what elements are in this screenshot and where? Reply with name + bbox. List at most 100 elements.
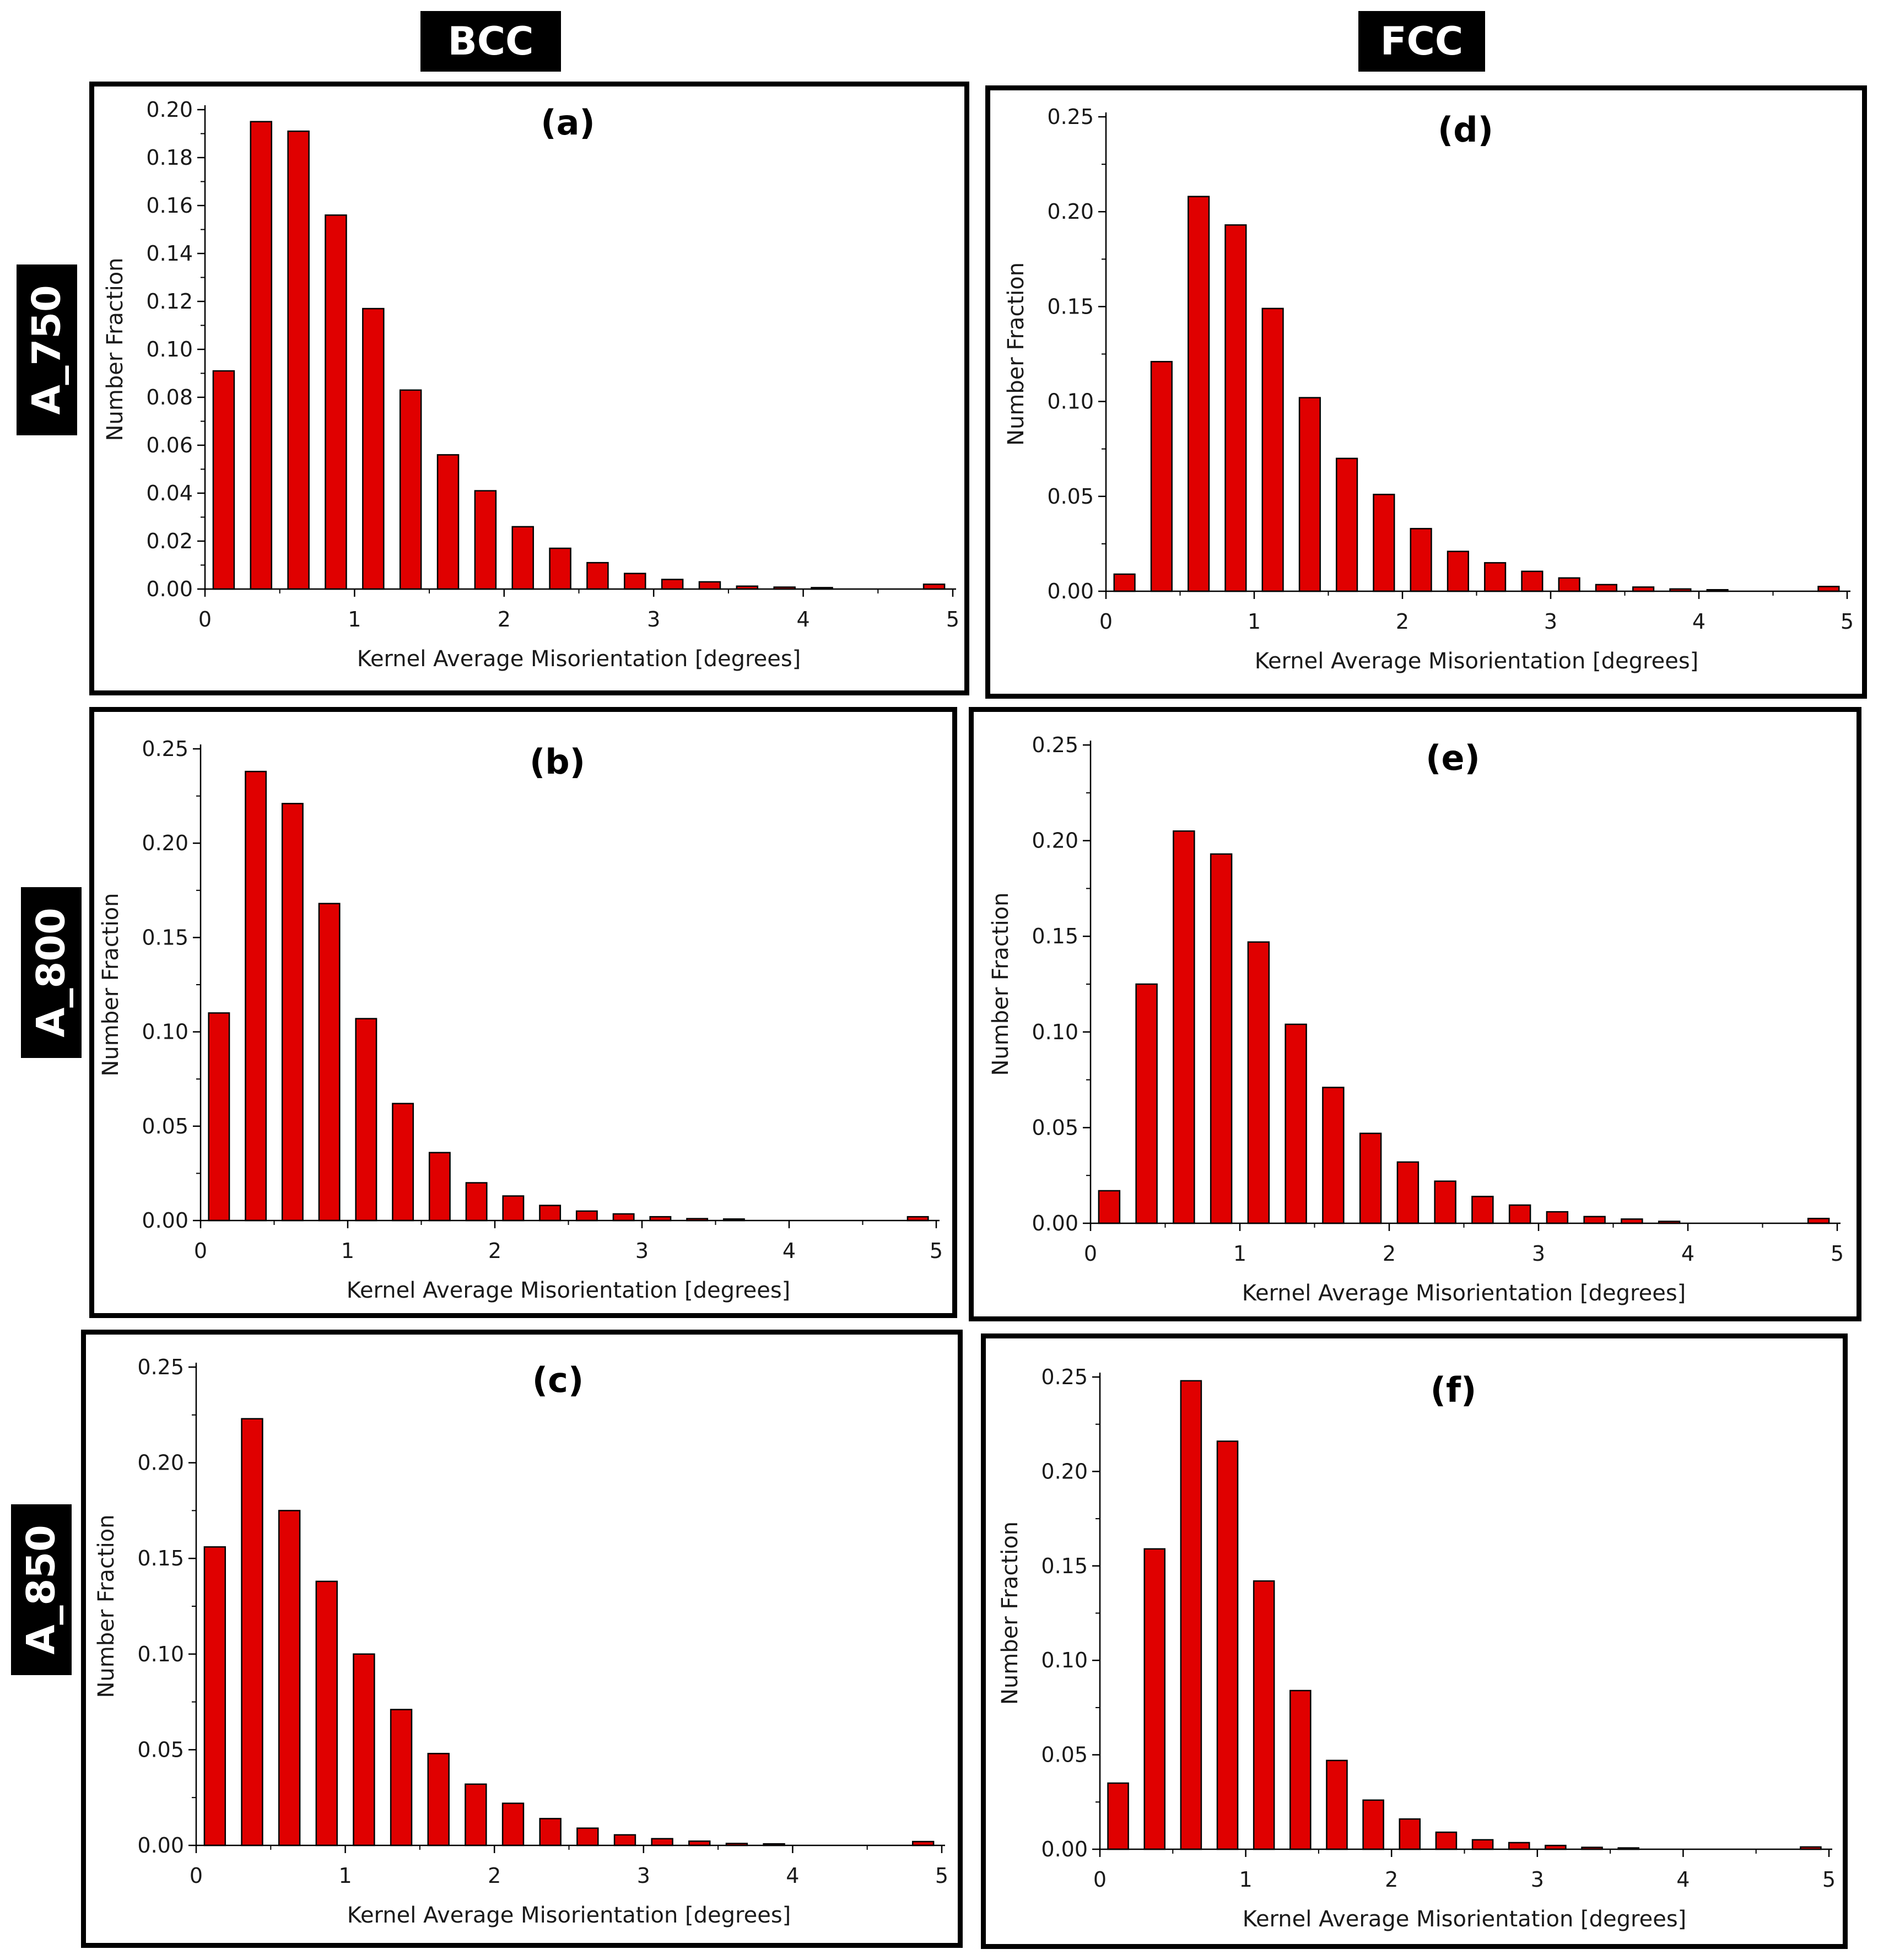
chart-c-bar-4 (353, 1653, 375, 1846)
chart-e-bar-16 (1807, 1218, 1830, 1224)
chart-a-ytick-label-5: 0.10 (146, 337, 193, 361)
chart-c-bar-2 (278, 1510, 301, 1846)
chart-c-svg: 0.00 0.05 0.10 0.15 0.20 0.25 0 1 2 3 4 5 Kernel Ave… (94, 1355, 948, 1928)
chart-b-svg: 0.00 0.05 0.10 0.15 0.20 0.25 0 1 2 3 4 5 Kernel Ave… (98, 737, 943, 1303)
chart-f-bar-4 (1253, 1580, 1275, 1850)
chart-a-xtick-label-4: 4 (797, 607, 810, 631)
chart-a-ytick-label-7: 0.14 (146, 241, 193, 266)
chart-f-ytick-label-5: 0.25 (1041, 1365, 1088, 1389)
chart-e-bar-12 (1546, 1211, 1569, 1224)
chart-panel-a: 0.00 0.02 0.04 0.06 0.08 0.10 0.12 0.14 0.16 0.18… (89, 82, 969, 695)
chart-e-xtick-label-1: 1 (1233, 1241, 1246, 1266)
chart-d-bar-17 (1817, 586, 1840, 592)
chart-d-ytick-label-5: 0.25 (1047, 105, 1094, 129)
chart-a-bar-8 (511, 526, 534, 590)
row-label-a850: A_850 (11, 1504, 72, 1675)
chart-c-ytick-label-4: 0.20 (137, 1451, 184, 1475)
chart-f-bar-3 (1216, 1440, 1239, 1850)
chart-d-bar-3 (1224, 224, 1247, 592)
chart-c-panel-label: (c) (532, 1360, 584, 1400)
chart-e-xtick-label-4: 4 (1681, 1241, 1694, 1266)
chart-f-xtick-label-1: 1 (1239, 1867, 1253, 1892)
chart-d-xtick-label-3: 3 (1544, 609, 1557, 634)
chart-f-bar-11 (1508, 1842, 1530, 1850)
chart-f-bar-6 (1326, 1759, 1348, 1850)
chart-f-bar-7 (1362, 1799, 1384, 1850)
chart-a-ytick-label-2: 0.04 (146, 481, 193, 505)
row-label-a750-text: A_750 (24, 285, 70, 415)
chart-f-bar-0 (1107, 1782, 1129, 1850)
chart-a-bar-13 (698, 581, 721, 590)
chart-c-bar-1 (241, 1418, 263, 1846)
chart-c-xlabel: Kernel Average Misorientation [degrees] (347, 1903, 791, 1928)
chart-a-ytick-label-6: 0.12 (146, 289, 193, 314)
chart-a-ytick-label-10: 0.20 (146, 98, 193, 122)
row-label-a800: A_800 (21, 887, 82, 1058)
chart-b-bar-4 (355, 1018, 377, 1222)
column-label-fcc: FCC (1358, 11, 1485, 72)
chart-d-bar-11 (1521, 570, 1544, 592)
chart-e-xtick-label-0: 0 (1084, 1241, 1097, 1266)
chart-d-bar-13 (1595, 584, 1617, 592)
chart-d-ytick-label-4: 0.20 (1047, 199, 1094, 224)
chart-b-xtick-label-4: 4 (782, 1239, 796, 1263)
chart-e-ytick-label-2: 0.10 (1032, 1020, 1078, 1044)
chart-b-ylabel: Number Fraction (98, 893, 123, 1076)
chart-a-bar-11 (624, 573, 646, 590)
chart-e-bar-1 (1135, 983, 1158, 1224)
chart-c-bar-8 (501, 1802, 525, 1846)
chart-a-bar-10 (586, 561, 609, 590)
chart-f-ytick-label-4: 0.20 (1041, 1459, 1088, 1483)
chart-b-ytick-label-2: 0.10 (142, 1020, 188, 1044)
chart-d-svg: 0.00 0.05 0.10 0.15 0.20 0.25 0 1 2 3 4 5 Kernel Ave… (1003, 105, 1854, 674)
chart-c-ytick-label-1: 0.05 (137, 1737, 184, 1762)
chart-c-ylabel: Number Fraction (94, 1514, 119, 1698)
chart-f-bar-8 (1399, 1818, 1421, 1850)
chart-a-ytick-label-3: 0.06 (146, 433, 193, 457)
chart-b-bar-7 (465, 1182, 488, 1222)
chart-a-bar-3 (325, 214, 347, 590)
chart-b-xtick-label-1: 1 (341, 1239, 354, 1263)
chart-d-bar-6 (1336, 457, 1358, 592)
chart-f-bar-1 (1143, 1548, 1165, 1850)
chart-c-ytick-label-5: 0.25 (137, 1355, 184, 1379)
chart-a-bar-1 (250, 121, 273, 590)
chart-d-bar-7 (1373, 494, 1395, 592)
chart-f-xtick-label-4: 4 (1676, 1867, 1690, 1892)
chart-c-xtick-label-1: 1 (339, 1864, 352, 1888)
chart-b-bar-9 (539, 1205, 562, 1222)
chart-f-xtick-label-5: 5 (1822, 1867, 1836, 1892)
chart-d-bar-4 (1261, 307, 1284, 592)
chart-c-bar-6 (427, 1753, 450, 1846)
chart-d-bar-8 (1410, 528, 1432, 592)
chart-f-ytick-label-0: 0.00 (1041, 1837, 1088, 1861)
chart-a-xtick-label-2: 2 (498, 607, 511, 631)
chart-e-bar-13 (1583, 1216, 1606, 1224)
chart-c-xtick-label-4: 4 (786, 1864, 799, 1888)
chart-e-bar-5 (1285, 1023, 1307, 1224)
chart-e-bar-4 (1247, 941, 1270, 1224)
chart-a-bar-4 (362, 307, 385, 590)
chart-a-svg: 0.00 0.02 0.04 0.06 0.08 0.10 0.12 0.14 0.16 0.18… (102, 98, 959, 672)
chart-b-bar-1 (245, 770, 267, 1222)
chart-a-bar-0 (212, 370, 235, 590)
chart-d-panel-label: (d) (1438, 110, 1493, 150)
chart-d-bar-1 (1150, 361, 1173, 592)
chart-a-bar-7 (474, 490, 497, 590)
chart-b-ytick-label-3: 0.15 (142, 925, 188, 949)
chart-e-panel-label: (e) (1426, 738, 1480, 778)
row-label-a750: A_750 (17, 264, 77, 435)
chart-a-ytick-label-9: 0.18 (146, 145, 193, 170)
chart-c-bar-7 (465, 1783, 487, 1846)
chart-f-svg: 0.00 0.05 0.10 0.15 0.20 0.25 0 1 2 3 4 5 Kernel Ave… (997, 1365, 1836, 1932)
chart-panel-d: 0.00 0.05 0.10 0.15 0.20 0.25 0 1 2 3 4 5 Kernel Ave… (985, 85, 1867, 699)
chart-b-ytick-label-4: 0.20 (142, 831, 188, 855)
row-label-a800-text: A_800 (29, 908, 74, 1038)
chart-panel-e: 0.00 0.05 0.10 0.15 0.20 0.25 0 1 2 3 4 5 Kernel Ave… (969, 707, 1861, 1321)
chart-f-ytick-label-2: 0.10 (1041, 1648, 1088, 1672)
chart-c-bar-10 (576, 1827, 599, 1846)
chart-a-bar-5 (399, 389, 422, 590)
chart-c-bar-3 (315, 1580, 338, 1846)
chart-e-ytick-label-0: 0.00 (1032, 1211, 1078, 1235)
chart-c-ytick-label-0: 0.00 (137, 1833, 184, 1858)
